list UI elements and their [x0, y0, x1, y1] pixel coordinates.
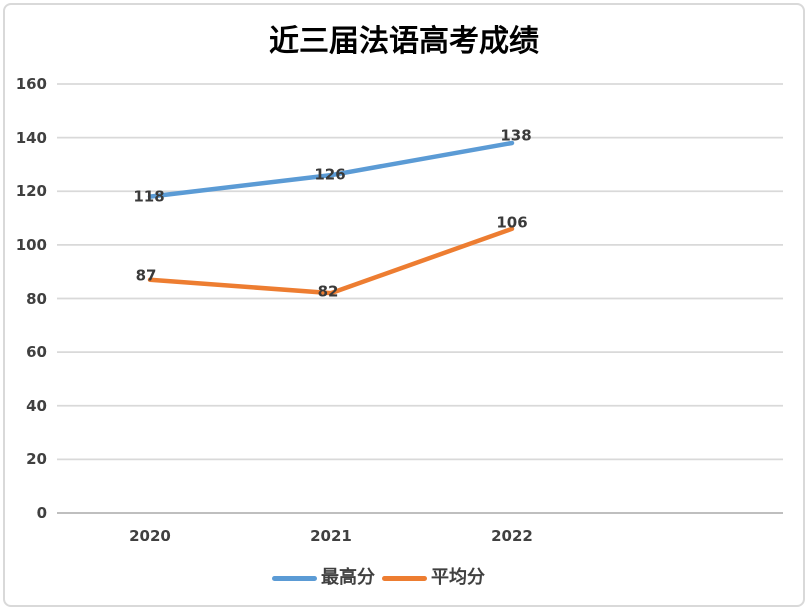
data-label: 118 [133, 187, 165, 206]
legend: 最高分 平均分 [272, 565, 485, 591]
legend-line-marker [272, 575, 317, 581]
legend-line-marker [382, 575, 427, 581]
x-tick-label: 2020 [129, 527, 171, 545]
y-tick-label: 160 [15, 75, 47, 93]
data-label: 126 [314, 165, 346, 184]
y-tick-label: 120 [15, 182, 47, 201]
series-line-0 [147, 140, 515, 199]
data-label: 82 [317, 282, 339, 301]
y-tick-label: 20 [26, 450, 47, 469]
data-label: 106 [496, 213, 528, 232]
y-tick-label: 80 [26, 289, 47, 308]
chart-title: 近三届法语高考成绩 [269, 25, 539, 58]
data-label: 138 [500, 126, 532, 145]
x-tick-label: 2022 [491, 527, 533, 545]
y-tick-label: 0 [36, 504, 47, 522]
series-line-1 [147, 226, 515, 296]
legend-item-1: 平均分 [382, 567, 485, 589]
x-tick-label: 2021 [310, 527, 352, 545]
y-tick-label: 60 [26, 343, 47, 362]
y-tick-label: 100 [15, 235, 47, 254]
y-tick-label: 140 [15, 128, 47, 147]
y-tick-label: 40 [26, 396, 47, 415]
legend-label: 最高分 [321, 567, 375, 588]
legend-label: 平均分 [431, 567, 485, 588]
data-label: 87 [135, 266, 157, 285]
legend-item-0: 最高分 [272, 567, 375, 589]
